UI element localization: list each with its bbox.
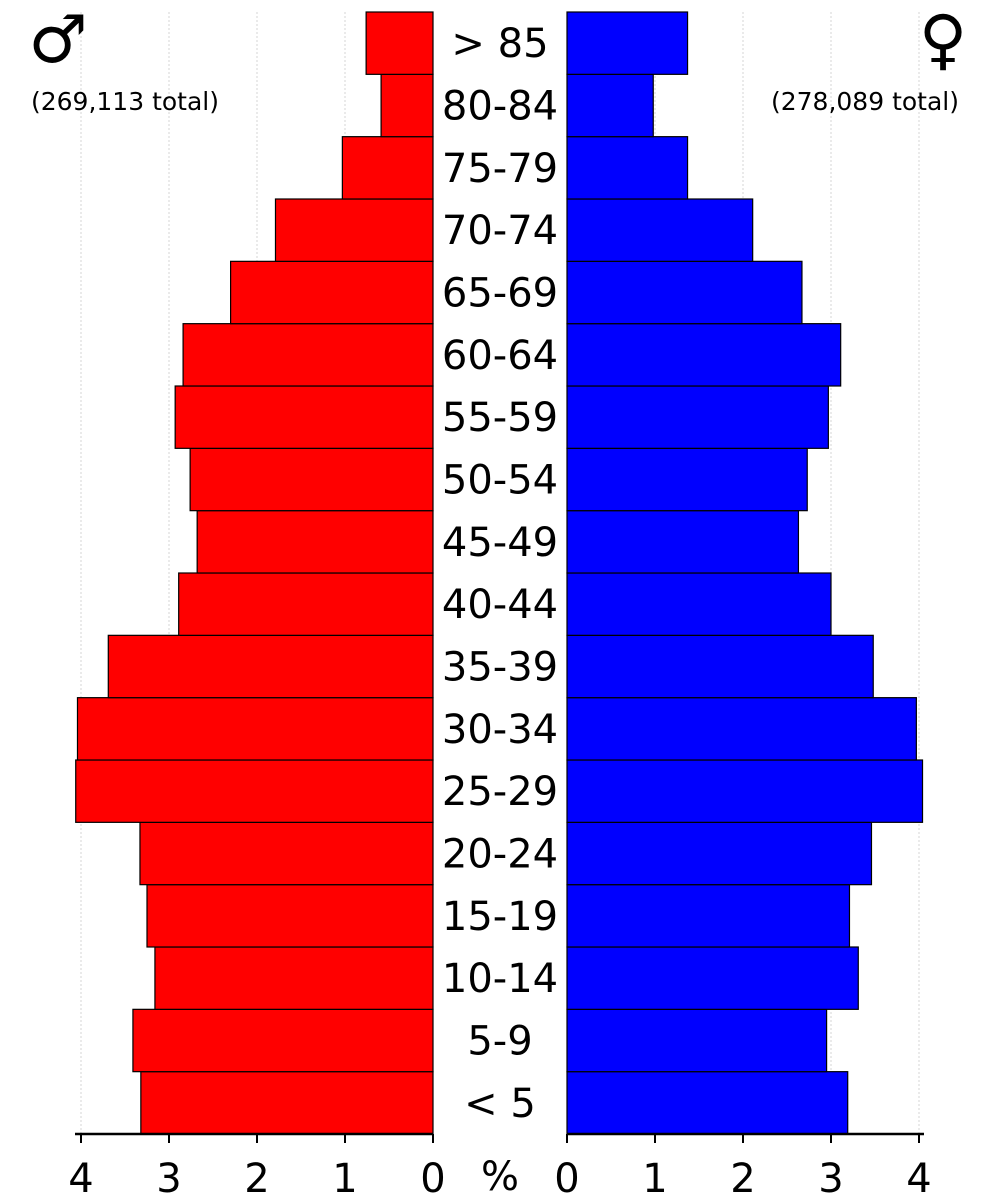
x-tick-label-right-1: 1 [642,1156,667,1200]
female-symbol: ♀ [919,1,967,78]
bar-male-30-34 [76,697,434,761]
bar-male-70-74 [274,198,434,262]
age-label-> 85: > 85 [451,21,548,67]
bar-female-45-49 [566,510,800,574]
bar-male-65-69 [230,260,434,325]
bar-female-30-34 [566,697,917,761]
bar-female-50-54 [566,447,808,512]
bars [75,11,924,1135]
age-label-15-19: 15-19 [442,894,558,940]
age-label-80-84: 80-84 [442,84,558,130]
age-label-65-69: 65-69 [442,271,558,317]
male-symbol: ♂ [28,1,87,78]
bar-male-55-59 [174,385,434,449]
bar-female-60-64 [566,323,842,387]
age-label-25-29: 25-29 [442,769,558,815]
bar-male-> 85 [365,11,434,75]
age-label-5-9: 5-9 [467,1019,532,1065]
x-tick-label-right-4: 4 [906,1156,931,1200]
bar-male-20-24 [139,821,434,886]
x-axes: 0 0 1 1 2 2 3 3 4 4 [68,1132,932,1200]
age-label-60-64: 60-64 [442,333,558,379]
bar-female-70-74 [566,198,754,262]
age-label-55-59: 55-59 [442,395,558,441]
percent-unit-label: % [481,1154,519,1200]
age-label-50-54: 50-54 [442,458,558,504]
bar-male-25-29 [75,759,434,823]
age-label-10-14: 10-14 [442,956,558,1002]
bar-female-40-44 [566,572,832,636]
bar-male-15-19 [146,884,434,948]
bar-male-10-14 [154,946,434,1010]
x-tick-label-right-0: 0 [554,1156,579,1200]
bar-female-10-14 [566,946,859,1010]
age-label-30-34: 30-34 [442,707,558,753]
bar-female-65-69 [566,260,803,325]
bar-female-5-9 [566,1008,828,1073]
bar-female-< 5 [566,1071,849,1135]
age-label-75-79: 75-79 [442,146,558,192]
x-tick-label-left-2: 2 [244,1156,269,1200]
bar-female-15-19 [566,884,851,948]
age-label-20-24: 20-24 [442,832,558,878]
age-label-40-44: 40-44 [442,582,558,628]
bar-male-75-79 [341,136,434,200]
x-tick-label-right-3: 3 [818,1156,843,1200]
bar-male-45-49 [196,510,434,574]
bar-female-25-29 [566,759,924,823]
female-total-label: (278,089 total) [771,87,959,116]
x-tick-label-right-2: 2 [730,1156,755,1200]
age-label-45-49: 45-49 [442,520,558,566]
bar-male-80-84 [380,73,434,138]
age-label-70-74: 70-74 [442,208,558,254]
age-label-35-39: 35-39 [442,645,558,691]
bar-male-50-54 [189,447,434,512]
age-label-< 5: < 5 [464,1081,536,1127]
bar-male-35-39 [107,634,434,699]
bar-female-35-39 [566,634,874,699]
bar-female-80-84 [566,73,654,138]
bar-female-75-79 [566,136,689,200]
bar-female-> 85 [566,11,689,75]
bar-male-60-64 [182,323,434,387]
male-total-label: (269,113 total) [31,87,219,116]
bar-female-55-59 [566,385,829,449]
bar-male-5-9 [132,1008,434,1073]
x-tick-label-left-0: 0 [420,1156,445,1200]
bar-male-< 5 [140,1071,434,1135]
x-tick-label-left-4: 4 [68,1156,93,1200]
bar-male-40-44 [178,572,434,636]
bar-female-20-24 [566,821,873,886]
x-tick-label-left-3: 3 [156,1156,181,1200]
x-tick-label-left-1: 1 [332,1156,357,1200]
age-group-labels: < 5 5-9 10-14 15-19 20-24 25-29 30-34 35-39 40-4… [442,21,558,1127]
